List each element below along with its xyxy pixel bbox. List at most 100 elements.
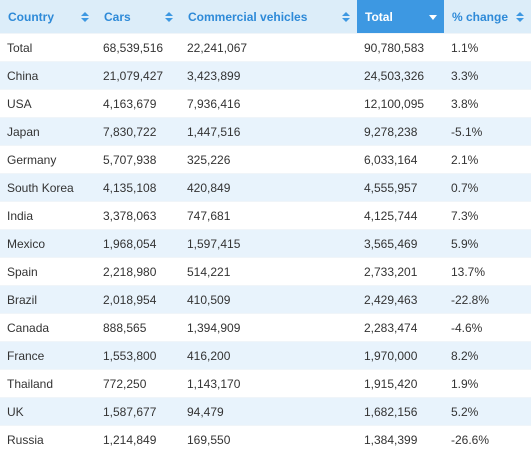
table-cell: 514,221 [180,258,357,286]
table-cell: 3.8% [444,90,531,118]
table-cell: 7.3% [444,202,531,230]
sort-arrow [342,12,350,16]
table-cell: 0.7% [444,174,531,202]
table-cell: 2,018,954 [96,286,180,314]
header-text: % change [452,10,508,24]
table-cell: Canada [0,314,96,342]
table-cell: 90,780,583 [357,34,444,62]
table-cell: India [0,202,96,230]
table-cell: Thailand [0,370,96,398]
table-cell: France [0,342,96,370]
table-cell: 5.9% [444,230,531,258]
table-cell: 94,479 [180,398,357,426]
sort-arrow [81,12,89,16]
table-cell: 1,384,399 [357,426,444,453]
header-text: Country [8,10,54,24]
sort-icon[interactable] [428,11,438,23]
table-cell: 1,968,054 [96,230,180,258]
column-header[interactable]: Country [0,0,96,34]
table-cell: 24,503,326 [357,62,444,90]
table-cell: 747,681 [180,202,357,230]
table-cell: 416,200 [180,342,357,370]
table-cell: 21,079,427 [96,62,180,90]
table-cell: 2,429,463 [357,286,444,314]
table-cell: UK [0,398,96,426]
table-cell: 2,283,474 [357,314,444,342]
table-cell: 5,707,938 [96,146,180,174]
table-cell: 169,550 [180,426,357,453]
header-text: Total [365,10,393,24]
table-cell: Russia [0,426,96,453]
table-cell: 1,447,516 [180,118,357,146]
table-cell: 3,423,899 [180,62,357,90]
table-cell: 2,733,201 [357,258,444,286]
table-cell: -26.6% [444,426,531,453]
table-cell: 1,143,170 [180,370,357,398]
table-cell: 1,394,909 [180,314,357,342]
column-header[interactable]: % change [444,0,531,34]
sort-icon[interactable] [515,11,525,23]
header-text: Cars [104,10,131,24]
table-cell: Mexico [0,230,96,258]
sort-arrow [342,18,350,22]
table-cell: 420,849 [180,174,357,202]
table-cell: 772,250 [96,370,180,398]
header-row: Country Cars Commercial vehicles Total % cha… [0,0,531,34]
sort-icon[interactable] [341,11,351,23]
table-cell: Japan [0,118,96,146]
table-cell: 5.2% [444,398,531,426]
table-cell: -22.8% [444,286,531,314]
table-cell: Germany [0,146,96,174]
table-cell: South Korea [0,174,96,202]
table-cell: 2.1% [444,146,531,174]
table-cell: 1,915,420 [357,370,444,398]
header-text: Commercial vehicles [188,10,307,24]
table-cell: 1.1% [444,34,531,62]
table-cell: Spain [0,258,96,286]
column-header[interactable]: Cars [96,0,180,34]
table-cell: USA [0,90,96,118]
table-cell: 1,214,849 [96,426,180,453]
table-cell: 8.2% [444,342,531,370]
table-cell: 12,100,095 [357,90,444,118]
table-cell: 7,936,416 [180,90,357,118]
sort-icon[interactable] [164,11,174,23]
table-cell: Brazil [0,286,96,314]
column-header[interactable]: Commercial vehicles [180,0,357,34]
table-cell: 4,163,679 [96,90,180,118]
table-cell: 1.9% [444,370,531,398]
table-cell: 1,587,677 [96,398,180,426]
column-header[interactable]: Total [357,0,444,34]
sort-icon[interactable] [80,11,90,23]
table-cell: 325,226 [180,146,357,174]
table-cell: 3,565,469 [357,230,444,258]
table-cell: 2,218,980 [96,258,180,286]
table-cell: 3.3% [444,62,531,90]
table-cell: 1,597,415 [180,230,357,258]
table-cell: 7,830,722 [96,118,180,146]
sort-arrow [165,18,173,22]
sort-arrow [165,12,173,16]
sort-arrow [429,15,437,20]
table-cell: -5.1% [444,118,531,146]
sort-arrow [516,18,524,22]
table-cell: 22,241,067 [180,34,357,62]
table-cell: 9,278,238 [357,118,444,146]
table-cell: 6,033,164 [357,146,444,174]
table-cell: 410,509 [180,286,357,314]
table-cell: 1,553,800 [96,342,180,370]
